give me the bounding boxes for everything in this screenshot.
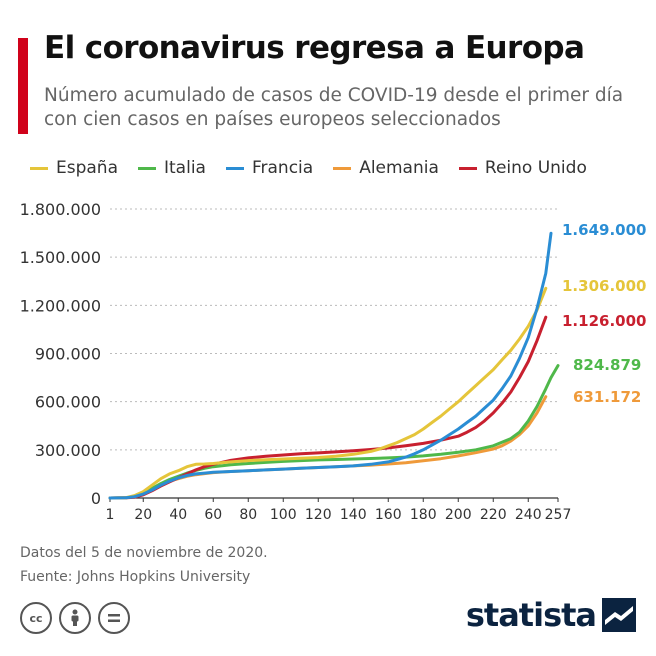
y-tick-label: 0 <box>91 489 101 508</box>
legend-label: Italia <box>164 158 206 178</box>
legend-item[interactable]: Reino Unido <box>458 158 587 178</box>
y-tick-label: 300.000 <box>35 441 101 460</box>
x-tick-label: 257 <box>545 507 572 523</box>
date-note: Datos del 5 de noviembre de 2020. <box>20 545 268 561</box>
x-tick-label: 40 <box>169 507 187 523</box>
series-end-label: 631.172 <box>573 388 641 406</box>
x-tick-label: 140 <box>340 507 367 523</box>
series-end-label: 1.649.000 <box>562 221 646 239</box>
brand-wordmark: statista <box>465 596 597 634</box>
license-icons: cc <box>20 602 130 634</box>
legend-label: Alemania <box>359 158 439 178</box>
x-tick-label: 1 <box>106 507 115 523</box>
legend-swatch <box>30 166 48 170</box>
end-labels: 1.306.000 824.879 1.649.000 631.172 1.126.00… <box>562 221 646 406</box>
legend-label: España <box>56 158 118 178</box>
series-end-label: 1.306.000 <box>562 277 646 295</box>
x-tick-label: 120 <box>305 507 332 523</box>
x-tick-label: 160 <box>375 507 402 523</box>
legend-item[interactable]: Alemania <box>333 158 439 178</box>
x-tick-label: 240 <box>515 507 542 523</box>
y-tick-label: 1.500.000 <box>20 248 101 267</box>
creative-commons-icon[interactable]: cc <box>20 602 52 634</box>
grid <box>110 208 558 499</box>
chart-legend: España Italia Francia Alemania Reino Unido <box>30 158 587 178</box>
footnote: Datos del 5 de noviembre de 2020. Fuente… <box>20 541 268 589</box>
legend-label: Francia <box>251 158 314 178</box>
series-lines <box>108 231 560 500</box>
y-tick-label: 1.200.000 <box>20 296 101 315</box>
x-tick-label: 180 <box>410 507 437 523</box>
statista-mark-icon <box>602 598 636 632</box>
x-tick-label: 220 <box>480 507 507 523</box>
statista-logo[interactable]: statista <box>466 596 636 634</box>
y-tick-label: 600.000 <box>35 393 101 412</box>
legend-swatch <box>225 166 244 170</box>
source-note: Fuente: Johns Hopkins University <box>20 569 251 585</box>
no-derivatives-icon[interactable] <box>98 602 130 634</box>
legend-swatch <box>333 166 352 170</box>
y-tick-label: 1.800.000 <box>20 200 101 219</box>
x-tick-label: 60 <box>204 507 222 523</box>
legend-swatch <box>458 166 477 170</box>
legend-item[interactable]: Francia <box>225 158 314 178</box>
legend-swatch <box>138 166 156 170</box>
y-axis: 0 300.000 600.000 900.000 1.200.000 1.500.000… <box>20 200 101 508</box>
chart-subtitle: Número acumulado de casos de COVID-19 de… <box>44 85 624 130</box>
series-end-label: 1.126.000 <box>562 312 646 330</box>
legend-label: Reino Unido <box>484 158 587 178</box>
chart-title: El coronavirus regresa a Europa <box>44 30 585 66</box>
x-tick-label: 20 <box>134 507 152 523</box>
x-tick-label: 200 <box>445 507 472 523</box>
series-line <box>108 286 548 500</box>
attribution-icon[interactable] <box>59 602 91 634</box>
series-end-label: 824.879 <box>573 356 641 374</box>
title-accent-bar <box>18 38 28 134</box>
y-tick-label: 900.000 <box>35 345 101 364</box>
series-line <box>108 231 553 500</box>
x-tick-label: 100 <box>270 507 297 523</box>
line-chart: 0 300.000 600.000 900.000 1.200.000 1.500.000… <box>20 200 647 523</box>
legend-item[interactable]: España <box>30 158 118 178</box>
legend-item[interactable]: Italia <box>138 158 206 178</box>
x-axis: 1 20 40 60 80 100 120 140 160 180 200 220 240 257 <box>106 498 572 523</box>
x-tick-label: 80 <box>239 507 257 523</box>
